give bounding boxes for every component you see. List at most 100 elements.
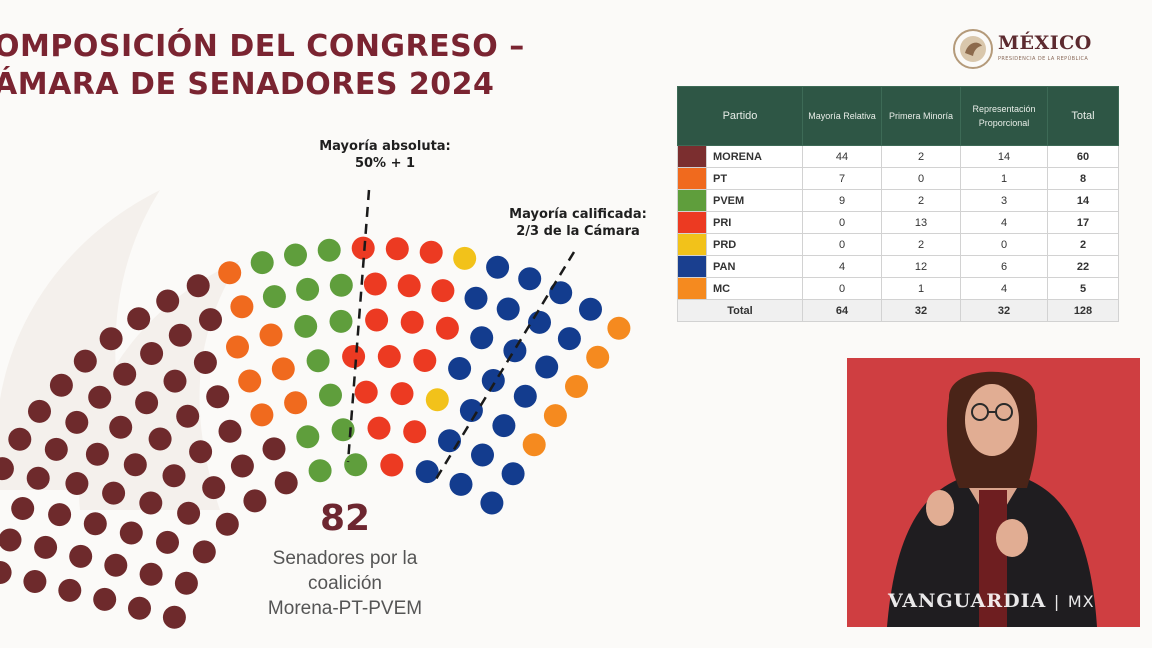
seat-morena <box>0 561 12 584</box>
seat-morena <box>148 427 172 451</box>
seat-pan <box>480 491 504 515</box>
relative-value: 9 <box>802 189 882 212</box>
table-row: MC 0 1 4 5 <box>677 277 1119 300</box>
minority-value: 2 <box>881 233 961 256</box>
total-total: 128 <box>1047 299 1119 322</box>
seat-morena <box>123 453 147 477</box>
proportional-value: 0 <box>960 233 1048 256</box>
seat-morena <box>230 454 254 478</box>
seat-morena <box>177 501 201 525</box>
seat-pri <box>351 236 375 260</box>
party-name: PRD <box>706 233 803 256</box>
seat-morena <box>274 471 298 495</box>
coalition-label-line3: Morena-PT-PVEM <box>267 598 423 619</box>
seat-prd <box>453 246 477 270</box>
col-header-party: Partido <box>677 86 803 146</box>
seat-pri <box>363 272 387 296</box>
table-row: MORENA 44 2 14 60 <box>677 145 1119 168</box>
vanguardia-suffix: MX <box>1067 592 1095 611</box>
seat-morena <box>58 578 82 602</box>
seat-morena <box>168 323 192 347</box>
seat-morena <box>186 274 210 298</box>
seat-morena <box>104 553 128 577</box>
seat-morena <box>28 399 51 423</box>
seat-mc <box>607 316 631 340</box>
seat-morena <box>193 351 217 374</box>
seat-morena <box>44 437 68 461</box>
vanguardia-separator: | <box>1053 592 1061 611</box>
seat-pri <box>419 240 443 264</box>
seat-pt <box>238 369 262 393</box>
seat-pri <box>354 380 378 404</box>
national-seal-icon <box>953 29 993 69</box>
seat-morena <box>113 362 137 386</box>
seat-morena <box>49 373 73 397</box>
seat-pan <box>470 326 494 350</box>
total-value: 5 <box>1047 277 1119 300</box>
seat-morena <box>262 437 286 461</box>
seat-morena <box>69 544 93 568</box>
seats-table-body: MORENA 44 2 14 60 PT 7 0 1 8 PVEM 9 2 3 14 PRI 0 13 4 17 PRD… <box>677 145 1119 300</box>
proportional-value: 14 <box>960 145 1048 168</box>
relative-value: 7 <box>802 167 882 190</box>
seat-morena <box>23 570 47 593</box>
seat-pvem <box>294 314 318 338</box>
seat-morena <box>215 512 239 536</box>
qualified-majority-line2: 2/3 de la Cámara <box>516 224 640 239</box>
proportional-value: 4 <box>960 211 1048 234</box>
seat-pt <box>218 261 242 285</box>
seat-pt <box>259 323 283 347</box>
seat-pri <box>380 453 404 477</box>
coalition-label-line1: Senadores por la <box>272 548 418 569</box>
party-name: MC <box>706 277 803 300</box>
table-row: PVEM 9 2 3 14 <box>677 189 1119 212</box>
party-name: PT <box>706 167 803 190</box>
seat-pri <box>431 279 455 303</box>
total-minority: 32 <box>881 299 961 322</box>
seat-pan <box>518 267 542 291</box>
seat-morena <box>192 540 216 564</box>
party-color-swatch <box>677 167 707 190</box>
seat-pri <box>400 310 424 334</box>
seat-mc <box>586 345 610 369</box>
seat-pt <box>271 357 295 381</box>
col-header-minority: Primera Minoría <box>881 86 961 146</box>
seat-morena <box>11 497 35 520</box>
vanguardia-watermark: VANGUARDIA | MX <box>888 590 1095 612</box>
seat-pan <box>528 310 551 334</box>
seat-morena <box>127 307 151 331</box>
proportional-value: 1 <box>960 167 1048 190</box>
seat-morena <box>176 404 200 428</box>
total-value: 60 <box>1047 145 1119 168</box>
seat-morena <box>174 571 198 595</box>
seat-mc <box>543 404 567 428</box>
party-color-swatch <box>677 277 707 300</box>
seats-table: Partido Mayoría Relativa Primera Minoría… <box>677 86 1119 322</box>
seat-pri <box>390 382 414 406</box>
party-color-swatch <box>677 145 707 168</box>
proportional-value: 6 <box>960 255 1048 278</box>
page-title: OMPOSICIÓN DEL CONGRESO – ÁMARA DE SENAD… <box>0 28 525 104</box>
seat-pan <box>438 429 461 453</box>
seat-pri <box>377 345 401 368</box>
table-row: PAN 4 12 6 22 <box>677 255 1119 278</box>
seat-morena <box>73 349 97 373</box>
seat-morena <box>88 385 112 409</box>
party-name: PVEM <box>706 189 803 212</box>
seat-morena <box>163 369 187 393</box>
absolute-majority-line1: Mayoría absoluta: <box>319 139 451 154</box>
seat-morena <box>93 587 117 611</box>
seat-pvem <box>344 453 368 477</box>
total-value: 8 <box>1047 167 1119 190</box>
col-header-total: Total <box>1047 86 1119 146</box>
seat-pvem <box>296 277 320 301</box>
seat-pri <box>365 308 389 332</box>
absolute-majority-line2: 50% + 1 <box>354 156 416 171</box>
seat-pt <box>284 391 308 415</box>
col-header-proportional: Representación Proporcional <box>960 86 1048 146</box>
seat-pan <box>496 297 520 321</box>
relative-value: 44 <box>802 145 882 168</box>
table-total-row: Total 64 32 32 128 <box>677 299 1119 322</box>
total-value: 2 <box>1047 233 1119 256</box>
